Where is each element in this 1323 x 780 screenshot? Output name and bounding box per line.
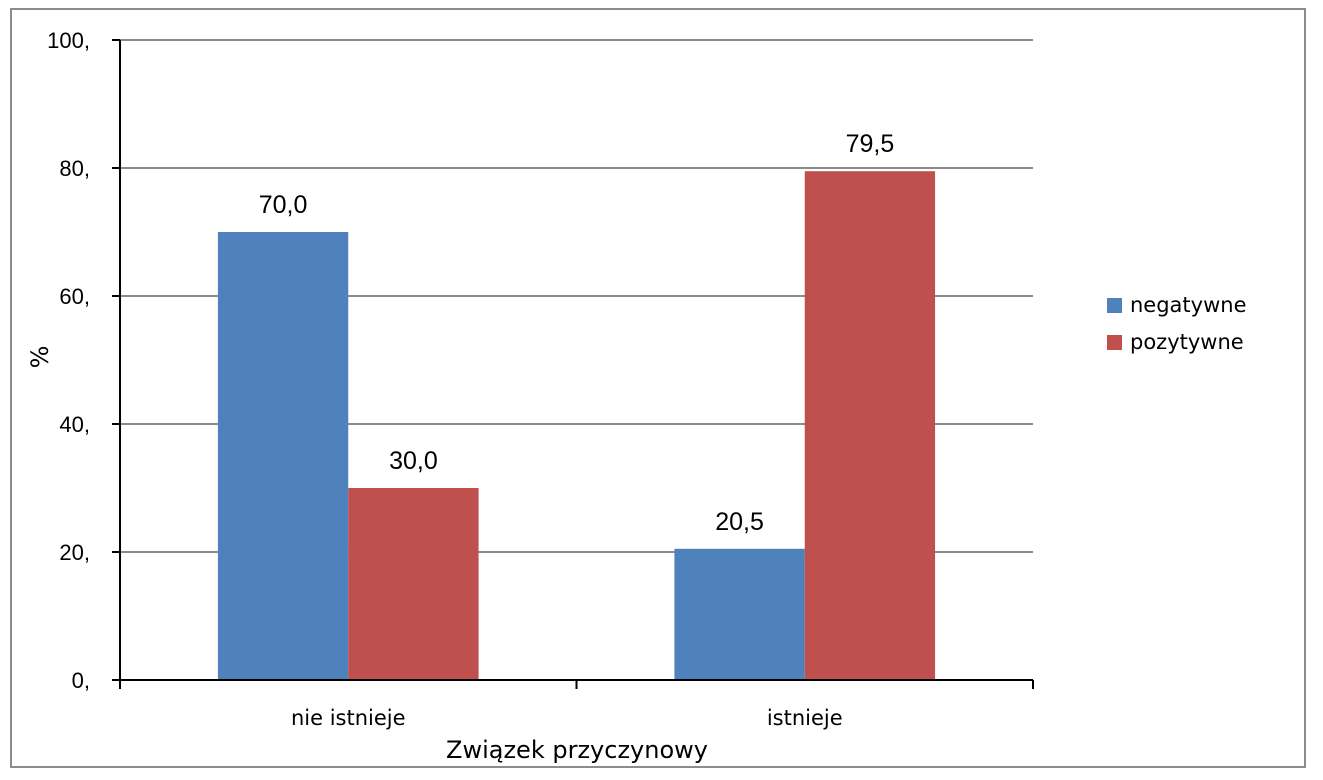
y-tick-label: 100, [47, 28, 90, 53]
y-tick-label: 80, [59, 156, 90, 181]
x-axis-title: Związek przyczynowy [446, 736, 708, 764]
data-label: 30,0 [389, 447, 438, 475]
legend-swatch [1107, 335, 1122, 350]
data-labels: 70,0 30,0 20,5 79,5 [259, 130, 895, 536]
legend-label: negatywne [1130, 293, 1247, 317]
y-axis-title: % [26, 346, 54, 369]
bar [804, 171, 936, 680]
x-category-label: istnieje [767, 706, 843, 730]
bar [217, 232, 349, 680]
y-tick-label: 40, [59, 412, 90, 437]
data-label: 70,0 [259, 191, 308, 219]
bars [217, 171, 936, 680]
bar [674, 548, 805, 680]
bar [348, 488, 479, 680]
legend: negatywne pozytywne [1107, 293, 1247, 354]
x-category-labels: nie istnieje istnieje [291, 706, 843, 730]
axes [112, 39, 1034, 689]
y-tick-labels: 0, 20, 40, 60, 80, 100, [47, 28, 90, 693]
legend-swatch [1107, 298, 1122, 313]
data-label: 20,5 [715, 508, 764, 536]
y-tick-label: 20, [59, 540, 90, 565]
y-tick-label: 60, [59, 284, 90, 309]
x-category-label: nie istnieje [291, 706, 406, 730]
data-label: 79,5 [846, 130, 895, 158]
legend-label: pozytywne [1130, 330, 1244, 354]
y-tick-label: 0, [72, 668, 90, 693]
